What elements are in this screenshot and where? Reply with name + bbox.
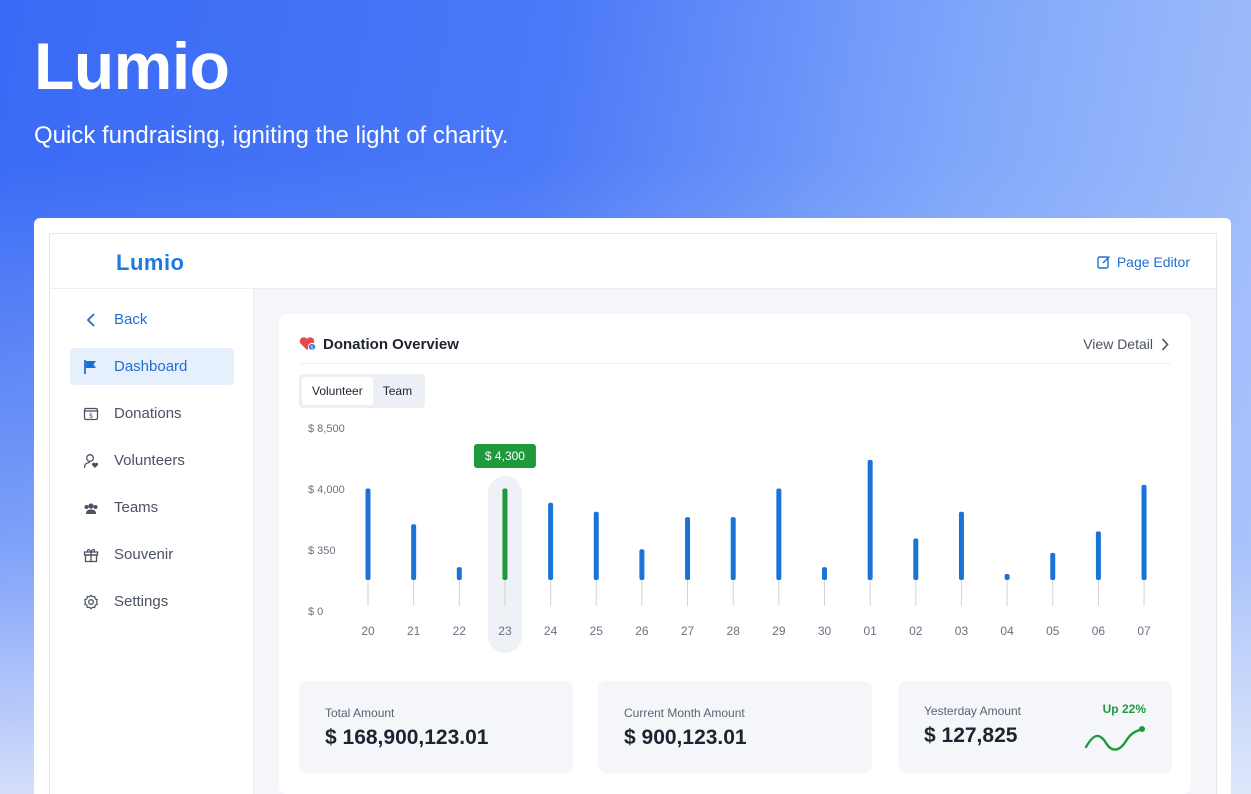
gear-icon — [82, 593, 100, 611]
x-tick-label: 02 — [909, 624, 923, 638]
stat-label: Current Month Amount — [624, 706, 745, 720]
sidebar: Back Dashboard $ Donations Volunteers — [50, 289, 254, 794]
x-tick-label: 29 — [772, 624, 786, 638]
card-title: Donation Overview — [323, 336, 459, 353]
view-detail-link[interactable]: View Detail — [1083, 336, 1169, 352]
app-screenshot-frame: Lumio Page Editor Back Dashboar — [34, 218, 1231, 794]
sidebar-item-label: Donations — [114, 405, 182, 422]
page-editor-button[interactable]: Page Editor — [1097, 254, 1190, 270]
x-tick-label: 06 — [1092, 624, 1106, 638]
heart-dollar-icon: $ — [299, 336, 317, 357]
dollar-box-icon: $ — [82, 405, 100, 423]
stat-label: Yesterday Amount — [924, 704, 1021, 718]
chart-bar[interactable] — [959, 512, 964, 580]
chart-bar[interactable] — [502, 488, 507, 580]
donation-bar-chart: $ 8,500 $ 4,000 $ 350 $ 0 20 21 22 23 24 25 26 27 28… — [299, 422, 1171, 662]
stat-value: $ 168,900,123.01 — [325, 726, 489, 750]
chevron-right-icon — [1161, 338, 1169, 351]
chart-bar[interactable] — [1050, 553, 1055, 580]
sidebar-item-label: Volunteers — [114, 452, 185, 469]
sidebar-item-souvenir[interactable]: Souvenir — [70, 536, 234, 573]
x-tick-label: 23 — [498, 624, 512, 638]
trend-badge: Up 22% — [1103, 702, 1146, 716]
chart-bar[interactable] — [639, 549, 644, 580]
chart-bar[interactable] — [913, 539, 918, 580]
chart-bar[interactable] — [457, 567, 462, 580]
page-editor-label: Page Editor — [1117, 254, 1190, 270]
svg-text:$: $ — [89, 412, 93, 420]
x-tick-label: 25 — [590, 624, 604, 638]
stat-value: $ 127,825 — [924, 724, 1017, 748]
team-icon — [82, 499, 100, 517]
app-window: Lumio Page Editor Back Dashboar — [49, 233, 1217, 794]
chart-bar[interactable] — [1005, 574, 1010, 580]
tab-volunteer[interactable]: Volunteer — [302, 377, 373, 405]
top-bar: Lumio Page Editor — [50, 234, 1216, 289]
sidebar-item-label: Dashboard — [114, 358, 187, 375]
view-detail-label: View Detail — [1083, 336, 1153, 352]
x-tick-label: 07 — [1137, 624, 1151, 638]
sidebar-item-teams[interactable]: Teams — [70, 489, 234, 526]
stat-card-total: Total Amount $ 168,900,123.01 — [299, 681, 573, 773]
y-tick-label: $ 8,500 — [308, 423, 345, 435]
user-heart-icon — [82, 452, 100, 470]
back-label: Back — [114, 311, 147, 328]
sidebar-item-label: Settings — [114, 593, 168, 610]
x-tick-label: 04 — [1000, 624, 1014, 638]
chart-bar[interactable] — [822, 567, 827, 580]
gift-icon — [82, 546, 100, 564]
hero-title: Lumio — [34, 28, 229, 104]
chart-bar[interactable] — [594, 512, 599, 580]
x-tick-label: 26 — [635, 624, 649, 638]
chart-bar[interactable] — [1096, 531, 1101, 580]
stat-value: $ 900,123.01 — [624, 726, 747, 750]
chart-bar[interactable] — [731, 517, 736, 580]
y-tick-label: $ 350 — [308, 545, 336, 557]
x-tick-label: 24 — [544, 624, 558, 638]
x-tick-label: 22 — [453, 624, 467, 638]
x-tick-label: 20 — [361, 624, 375, 638]
app-logo[interactable]: Lumio — [116, 250, 185, 276]
sidebar-item-volunteers[interactable]: Volunteers — [70, 442, 234, 479]
chevron-left-icon — [82, 311, 100, 329]
chart-tooltip-label: $ 4,300 — [485, 449, 525, 463]
flag-icon — [82, 358, 100, 376]
chart-bar[interactable] — [1142, 485, 1147, 580]
stat-card-yesterday: Yesterday Amount $ 127,825 Up 22% — [898, 681, 1172, 773]
chart-bar[interactable] — [548, 503, 553, 580]
x-tick-label: 30 — [818, 624, 832, 638]
x-tick-label: 03 — [955, 624, 969, 638]
chart-bar[interactable] — [685, 517, 690, 580]
sidebar-item-settings[interactable]: Settings — [70, 583, 234, 620]
hero-tagline: Quick fundraising, igniting the light of… — [34, 122, 508, 150]
chart-bar[interactable] — [366, 488, 371, 580]
svg-text:$: $ — [310, 344, 314, 351]
chart-bar[interactable] — [868, 460, 873, 580]
chart-bar[interactable] — [411, 524, 416, 580]
stat-label: Total Amount — [325, 706, 394, 720]
edit-icon — [1097, 255, 1111, 269]
x-tick-label: 21 — [407, 624, 421, 638]
back-button[interactable]: Back — [70, 301, 234, 338]
tab-team[interactable]: Team — [373, 377, 422, 405]
sidebar-item-label: Teams — [114, 499, 158, 516]
card-header: $ Donation Overview View Detail — [299, 334, 1171, 364]
sidebar-item-dashboard[interactable]: Dashboard — [70, 348, 234, 385]
x-tick-label: 28 — [727, 624, 741, 638]
main-content: $ Donation Overview View Detail Voluntee… — [254, 289, 1218, 794]
stat-card-current-month: Current Month Amount $ 900,123.01 — [598, 681, 872, 773]
y-tick-label: $ 4,000 — [308, 484, 345, 496]
y-tick-label: $ 0 — [308, 606, 323, 618]
x-tick-label: 05 — [1046, 624, 1060, 638]
donation-overview-card: $ Donation Overview View Detail Voluntee… — [279, 314, 1191, 794]
sidebar-item-donations[interactable]: $ Donations — [70, 395, 234, 432]
x-tick-label: 27 — [681, 624, 695, 638]
x-tick-label: 01 — [863, 624, 877, 638]
segmented-control: Volunteer Team — [299, 374, 425, 408]
sparkline-icon — [1084, 725, 1148, 755]
chart-bar[interactable] — [776, 488, 781, 580]
sidebar-item-label: Souvenir — [114, 546, 173, 563]
